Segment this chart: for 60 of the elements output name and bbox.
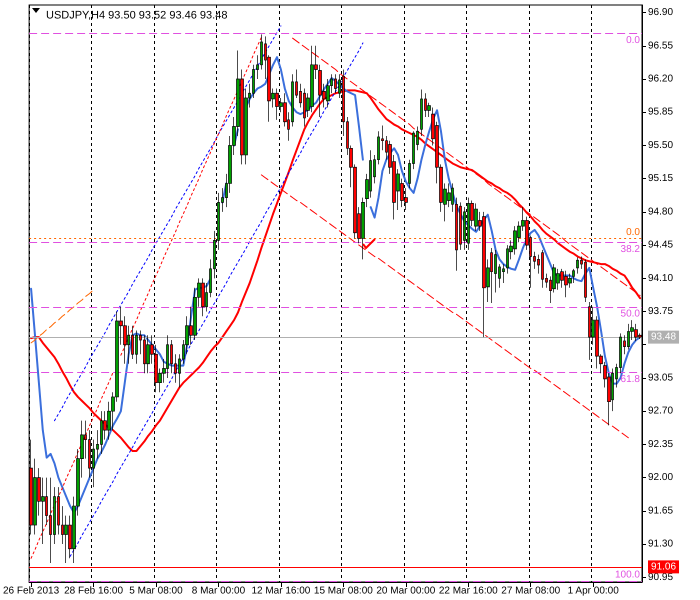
y-tick-label: 92.35 xyxy=(648,438,674,450)
x-tick-label: 28 Feb 16:00 xyxy=(64,586,124,596)
candlestick xyxy=(143,334,146,374)
x-tick-label: 27 Mar 08:00 xyxy=(501,586,561,596)
y-tick-label: 96.90 xyxy=(648,7,674,18)
y-tick-label: 96.55 xyxy=(648,40,674,52)
candlestick xyxy=(326,78,330,108)
candlestick xyxy=(490,248,493,304)
annotation: 61.8 xyxy=(620,374,640,385)
candlestick xyxy=(166,334,169,378)
x-tick-label: 5 Mar 08:00 xyxy=(129,586,184,596)
y-tick-label: 94.80 xyxy=(648,206,674,218)
line-series xyxy=(54,25,282,422)
candlestick xyxy=(564,270,568,298)
y-tick-label: 91.30 xyxy=(648,538,674,550)
y-tick-label: 93.75 xyxy=(648,306,674,318)
x-tick-label: 22 Mar 16:00 xyxy=(438,586,498,596)
y-tick-label: 92.00 xyxy=(648,472,674,484)
candlestick xyxy=(634,324,638,342)
chart-title: USDJPY,H4 93.50 93.52 93.46 93.48 xyxy=(46,10,228,22)
line-series xyxy=(70,42,364,557)
candlestick xyxy=(135,330,138,364)
candlestick xyxy=(201,278,205,317)
x-tick-label: 12 Mar 16:00 xyxy=(251,586,311,596)
x-tick-label: 20 Mar 00:00 xyxy=(376,586,436,596)
candlestick xyxy=(146,334,150,374)
candlestick xyxy=(100,410,103,454)
candlestick xyxy=(474,202,478,232)
y-tick-label: 94.45 xyxy=(648,240,674,251)
y-tick-label: 92.70 xyxy=(648,406,674,417)
annotation: 100.0 xyxy=(614,570,640,581)
candlestick xyxy=(482,212,486,338)
candlestick xyxy=(420,89,423,136)
ref-line-label: 93.48 xyxy=(651,332,676,343)
line-series xyxy=(30,289,94,344)
ref-line-label: 91.06 xyxy=(651,561,676,572)
candlestick xyxy=(506,244,509,274)
candlestick xyxy=(627,324,630,350)
y-tick-label: 91.65 xyxy=(648,505,674,516)
candlestick xyxy=(576,257,579,274)
annotation: 0.0 xyxy=(626,226,640,238)
x-tick-label: 15 Mar 08:00 xyxy=(314,586,374,596)
y-tick-label: 93.05 xyxy=(648,372,674,384)
y-tick-label: 95.15 xyxy=(648,173,674,184)
candlestick xyxy=(310,45,314,113)
y-tick-label: 90.95 xyxy=(648,572,674,583)
y-tick-label: 95.50 xyxy=(648,140,674,151)
x-tick-label: 26 Feb 2013 xyxy=(2,586,60,596)
x-tick-label: 1 Apr 00:00 xyxy=(568,586,620,596)
candlestick xyxy=(541,249,544,288)
annotation: 38.2 xyxy=(620,244,640,255)
candlestick xyxy=(584,258,587,302)
annotation: 50.0 xyxy=(620,308,640,320)
y-tick-label: 95.85 xyxy=(648,106,674,118)
annotation: 0.0 xyxy=(626,34,640,46)
candlestick xyxy=(556,268,560,290)
candlestick xyxy=(131,325,134,360)
x-tick-label: 8 Mar 00:00 xyxy=(192,586,246,596)
y-tick-label: 96.20 xyxy=(648,74,674,85)
y-tick-label: 94.10 xyxy=(648,272,674,284)
